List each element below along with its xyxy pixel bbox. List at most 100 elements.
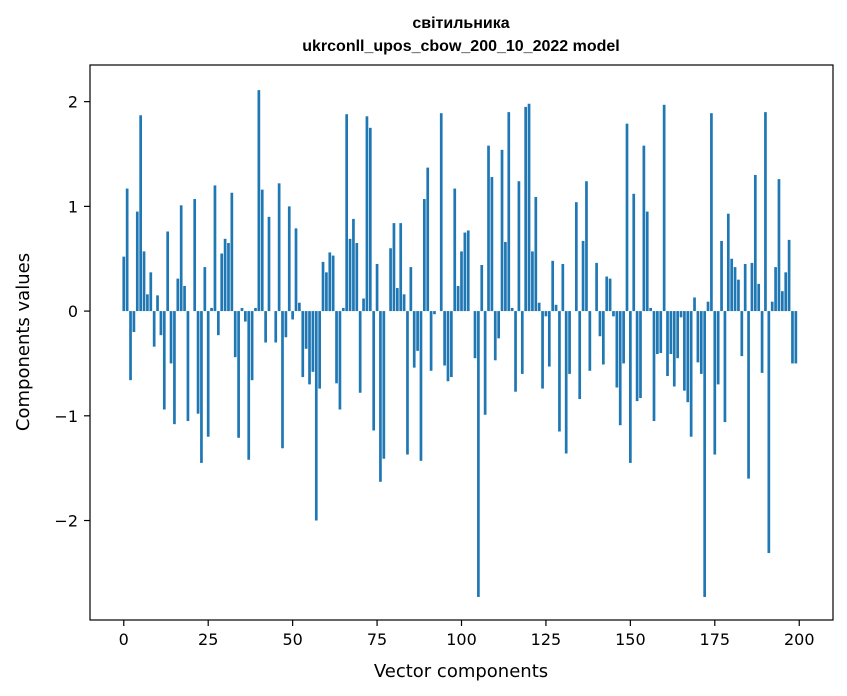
bar: [507, 112, 511, 312]
bar: [645, 211, 649, 312]
bar: [142, 251, 146, 312]
x-axis-ticks: 0 25 50 75 100 125 150 175 200: [119, 620, 815, 649]
bar: [173, 311, 176, 425]
bar: [534, 196, 538, 312]
bar: [780, 291, 784, 312]
x-axis-label: Vector components: [374, 661, 548, 682]
bar: [152, 311, 156, 347]
bar: [605, 276, 609, 312]
bar: [558, 311, 561, 432]
x-tick-label: 200: [784, 630, 815, 649]
bar: [730, 258, 734, 312]
bar: [358, 311, 362, 393]
bar: [743, 263, 747, 312]
bar: [463, 232, 467, 312]
bar: [335, 311, 338, 384]
bar: [541, 311, 544, 389]
bar: [412, 311, 416, 368]
bar: [770, 301, 774, 312]
bar: [247, 311, 251, 460]
bar: [635, 311, 639, 402]
bar: [652, 311, 656, 422]
bar: [527, 103, 531, 312]
bar: [794, 311, 798, 364]
bar: [294, 228, 298, 312]
bar: [365, 116, 369, 312]
bar: [740, 311, 744, 357]
y-tick-label: 0: [68, 302, 78, 321]
bar: [409, 267, 413, 312]
bar: [264, 311, 267, 343]
bar: [308, 311, 311, 385]
bar: [146, 294, 149, 312]
bar: [777, 179, 781, 312]
bar: [629, 311, 632, 463]
chart-title-line2: ukrconll_upos_cbow_200_10_2022 model: [302, 38, 619, 55]
bar: [473, 311, 477, 359]
bar: [375, 263, 379, 312]
bar: [686, 311, 690, 403]
bar: [402, 294, 406, 312]
bar: [355, 243, 359, 312]
bar: [169, 311, 173, 364]
bar: [321, 261, 325, 312]
bar: [477, 311, 480, 597]
y-tick-label: 1: [68, 197, 78, 216]
bar: [399, 223, 403, 312]
bar: [568, 311, 571, 374]
bar: [122, 256, 126, 312]
bar: [382, 311, 386, 459]
bar: [244, 311, 247, 322]
plot-frame: [89, 64, 834, 621]
bar: [166, 231, 170, 312]
bar: [784, 272, 788, 312]
bar: [750, 262, 754, 312]
bar: [362, 298, 365, 312]
x-tick-label: 50: [282, 630, 302, 649]
bar: [230, 192, 234, 312]
bar: [669, 311, 673, 355]
bar: [318, 311, 321, 389]
bar: [345, 114, 349, 312]
bar: [520, 311, 524, 374]
bar: [666, 311, 669, 376]
bar: [574, 202, 578, 312]
bar: [233, 311, 237, 358]
bar: [254, 307, 257, 312]
bar: [760, 311, 764, 373]
bar: [372, 311, 376, 431]
bar: [547, 311, 551, 367]
bar: [267, 216, 271, 312]
bar: [693, 297, 696, 312]
bar: [608, 278, 612, 312]
y-axis-label: Components values: [13, 253, 34, 431]
bar: [588, 311, 592, 371]
bar: [595, 262, 598, 312]
bar: [504, 241, 507, 312]
bar: [578, 311, 582, 400]
bar: [446, 311, 450, 382]
bar: [193, 199, 197, 312]
bar: [216, 311, 220, 336]
bar: [287, 206, 291, 312]
bar: [737, 279, 740, 312]
bar: [156, 295, 159, 312]
bar: [281, 311, 284, 449]
bar: [223, 238, 227, 312]
bar: [510, 307, 514, 312]
bar: [210, 307, 213, 312]
bar: [733, 267, 737, 312]
bar: [656, 311, 659, 355]
bar: [791, 311, 794, 364]
bar: [554, 304, 558, 312]
bar: [747, 311, 750, 479]
bar: [683, 311, 686, 391]
bar: [615, 311, 619, 388]
bar: [284, 311, 288, 338]
bar: [348, 238, 352, 312]
bar: [726, 213, 730, 312]
bar: [764, 112, 767, 312]
bar: [206, 311, 210, 437]
bar: [149, 272, 153, 312]
bar: [379, 311, 382, 482]
